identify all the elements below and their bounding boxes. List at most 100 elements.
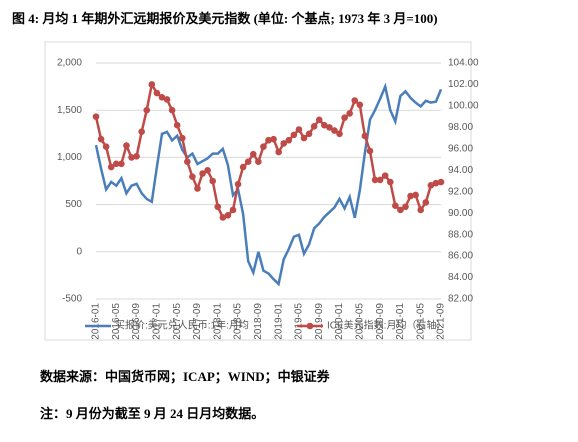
point — [148, 81, 156, 88]
point — [386, 178, 394, 186]
point — [305, 130, 313, 138]
legend-label: ICE美元指数:月均（右轴） — [327, 319, 446, 332]
y-tick-label: -500 — [62, 294, 82, 305]
y2-tick-label: 84.00 — [448, 272, 473, 283]
y2-tick-label: 102.00 — [448, 79, 479, 90]
point — [168, 106, 176, 114]
point — [270, 135, 277, 143]
point — [123, 142, 130, 149]
point — [280, 140, 288, 147]
point — [412, 191, 419, 199]
chart-frame — [44, 41, 472, 341]
x-tick-label: 2021-05 — [415, 303, 426, 340]
y-tick-label: 0 — [76, 246, 82, 257]
point — [118, 160, 125, 168]
point — [199, 170, 206, 177]
x-tick-label: 2017-09 — [192, 303, 203, 340]
point — [102, 143, 110, 150]
y2-tick-label: 94.00 — [448, 165, 473, 176]
x-tick-label: 2020-05 — [354, 303, 365, 340]
point — [214, 203, 222, 211]
x-tick-label: 2020-09 — [375, 303, 386, 340]
point — [173, 121, 181, 129]
point — [371, 176, 379, 184]
point — [97, 135, 105, 143]
point — [341, 114, 348, 122]
point — [194, 185, 201, 192]
point — [285, 136, 293, 144]
point — [295, 126, 303, 133]
point — [417, 206, 425, 214]
point — [189, 173, 196, 181]
point — [107, 163, 115, 171]
y2-tick-label: 92.00 — [448, 186, 473, 197]
point — [326, 124, 333, 131]
source: 数据来源：中国货币网；ICAP；WIND；中银证券 — [40, 369, 331, 385]
point — [402, 203, 409, 211]
point — [260, 143, 267, 150]
y2-tick-label: 88.00 — [448, 229, 473, 240]
point — [128, 154, 135, 161]
point — [239, 163, 247, 171]
y2-tick-label: 82.00 — [448, 294, 473, 305]
y2-tick-label: 90.00 — [448, 208, 473, 219]
point — [229, 206, 237, 214]
point — [163, 96, 171, 103]
legend-marker — [306, 322, 314, 330]
point — [178, 134, 186, 142]
x-tick-label: 2016-01 — [91, 303, 102, 340]
y2-tick-label: 104.00 — [448, 58, 479, 69]
point — [112, 160, 120, 168]
x-tick-label: 2020-01 — [334, 303, 345, 340]
x-tick-label: 2017-05 — [172, 303, 183, 340]
point — [336, 130, 343, 138]
note: 注：9 月份为截至 9 月 24 日月均数据。 — [40, 406, 264, 421]
chart-title: 图 4: 月均 1 年期外汇远期报价及美元指数 (单位: 个基点; 1973 年… — [12, 11, 438, 26]
point — [356, 101, 364, 109]
point — [234, 180, 242, 188]
x-tick-label: 2018-09 — [253, 303, 264, 340]
x-tick-label: 2016-09 — [131, 303, 142, 340]
point — [315, 116, 323, 124]
point — [209, 177, 216, 185]
point — [158, 94, 166, 101]
x-tick-label: 2019-05 — [294, 303, 305, 340]
y-tick-label: 500 — [65, 199, 82, 210]
point — [249, 150, 257, 158]
x-tick-label: 2016-05 — [111, 303, 122, 340]
y-tick-label: 2,000 — [57, 58, 82, 69]
point — [219, 214, 227, 221]
point — [437, 178, 445, 186]
point — [427, 181, 435, 189]
point — [224, 212, 232, 219]
y2-tick-label: 96.00 — [448, 143, 473, 154]
point — [422, 199, 430, 206]
point — [321, 121, 328, 129]
y2-tick-label: 100.00 — [448, 101, 479, 112]
point — [381, 172, 389, 179]
point — [275, 148, 282, 156]
x-tick-label: 2018-01 — [212, 303, 223, 340]
point — [331, 127, 338, 134]
point — [432, 179, 440, 187]
y2-tick-label: 98.00 — [448, 122, 473, 133]
x-tick-label: 2017-01 — [152, 303, 163, 340]
point — [407, 192, 414, 200]
point — [255, 158, 262, 165]
legend-label: 买报价:美元兑人民币:1年:月均 — [115, 319, 249, 332]
point — [153, 89, 161, 97]
point — [265, 136, 272, 144]
point — [204, 166, 211, 174]
point — [397, 206, 404, 214]
y2-tick-label: 86.00 — [448, 251, 473, 262]
x-tick-label: 2021-09 — [436, 303, 447, 340]
point — [366, 147, 374, 155]
point — [310, 122, 318, 130]
x-tick-label: 2018-05 — [233, 303, 244, 340]
point — [290, 131, 298, 139]
x-tick-label: 2021-01 — [395, 303, 406, 340]
point — [300, 134, 308, 142]
series-line — [94, 82, 443, 287]
